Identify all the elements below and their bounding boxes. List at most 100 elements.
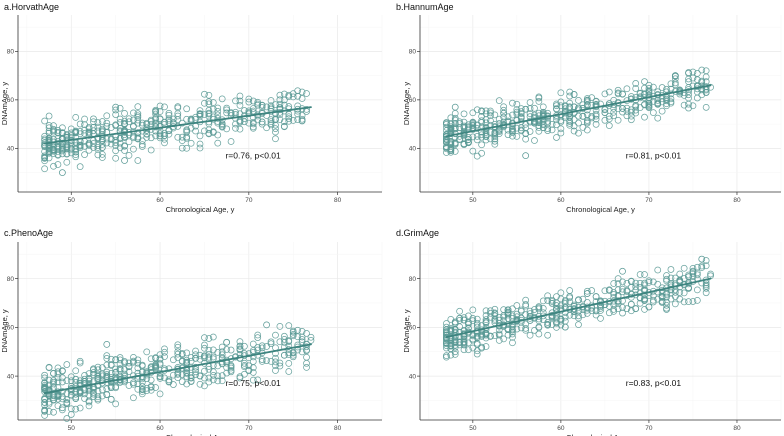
scatter-point [513,325,521,333]
scatter-point [90,369,97,376]
scatter-point [263,321,270,329]
scatter-point [636,279,644,287]
scatter-point [218,372,226,379]
scatter-point [209,333,217,341]
scatter-point [443,353,450,361]
scatter-point [280,332,288,340]
scatter-point [130,123,137,131]
scatter-point [689,74,697,82]
scatter-point [443,335,450,343]
scatter-point [526,307,534,315]
scatter-point [63,415,71,422]
scatter-point [169,124,177,132]
scatter-point [94,146,102,153]
scatter-point [112,384,120,392]
scatter-point [50,378,57,386]
scatter-point [121,131,128,139]
scatter-point [500,335,508,343]
scatter-point [500,109,508,117]
scatter-point [658,84,666,91]
scatter-point [121,117,128,125]
scatter-point [654,280,662,288]
scatter-point [473,132,481,140]
scatter-point [90,366,97,374]
y-axis-label: DNAmAge, y [402,309,411,353]
gridlines [18,15,383,192]
scatter-point [107,140,115,148]
scatter-point [156,359,164,367]
scatter-point [116,356,124,364]
scatter-point [272,125,279,132]
scatter-point [456,118,463,126]
regression-line [445,277,712,338]
scatter-point [116,139,124,147]
scatter-point [147,134,155,142]
scatter-point [614,297,622,305]
scatter-point [285,115,293,123]
scatter-point [627,278,635,285]
scatter-point [303,105,310,113]
scatter-point [161,374,168,382]
scatter-point [513,100,521,108]
scatter-point [285,113,293,121]
scatter-point [294,87,302,95]
scatter-point [103,122,111,130]
scatter-point [517,306,525,314]
scatter-point [500,113,508,121]
scatter-point [509,99,516,107]
scatter-point [276,116,284,123]
scatter-point [522,311,530,319]
scatter-point [509,305,516,313]
scatter-point [138,143,146,150]
scatter-point [245,98,253,106]
scatter-point [50,380,57,388]
scatter-point [487,309,494,317]
regression-line [43,106,312,145]
scatter-point [130,353,137,361]
y-tick-label: 60 [7,97,15,104]
scatter-point [570,91,578,98]
scatter-point [557,129,565,137]
scatter-point [98,370,106,378]
scatter-point [658,284,666,292]
scatter-point [685,91,692,99]
scatter-point [232,97,239,105]
scatter-point [267,120,275,127]
scatter-point [658,297,666,305]
scatter-point [557,98,565,106]
scatter-point [258,356,266,363]
scatter-point [575,129,582,137]
scatter-point [134,135,142,143]
scatter-point [183,356,191,364]
scatter-point [627,116,635,124]
scatter-point [90,371,97,378]
scatter-point [138,141,146,149]
scatter-point [183,115,191,123]
scatter-point [548,296,556,304]
scatter-point [601,109,609,117]
scatter-point [41,135,49,143]
scatter-point [121,110,128,117]
scatter-point [482,133,490,140]
scatter-point [134,359,142,367]
scatter-point [134,113,142,121]
scatter-point [272,367,279,374]
scatter-point [663,293,670,301]
scatter-point [553,121,560,129]
scatter-point [161,139,168,147]
scatter-point [196,351,204,359]
scatter-point [267,116,275,124]
scatter-point [63,141,71,149]
scatter-point [236,342,244,350]
scatter-point [138,390,146,398]
scatter-point [649,292,657,300]
scatter-point [165,109,173,117]
scatter-point [680,264,688,272]
scatter-point [174,103,182,111]
scatter-point [636,271,644,278]
scatter-point [601,90,609,98]
scatter-point [605,115,613,123]
y-tick-label: 80 [7,49,15,56]
y-tick-label: 40 [7,146,15,153]
scatter-point [169,115,177,123]
